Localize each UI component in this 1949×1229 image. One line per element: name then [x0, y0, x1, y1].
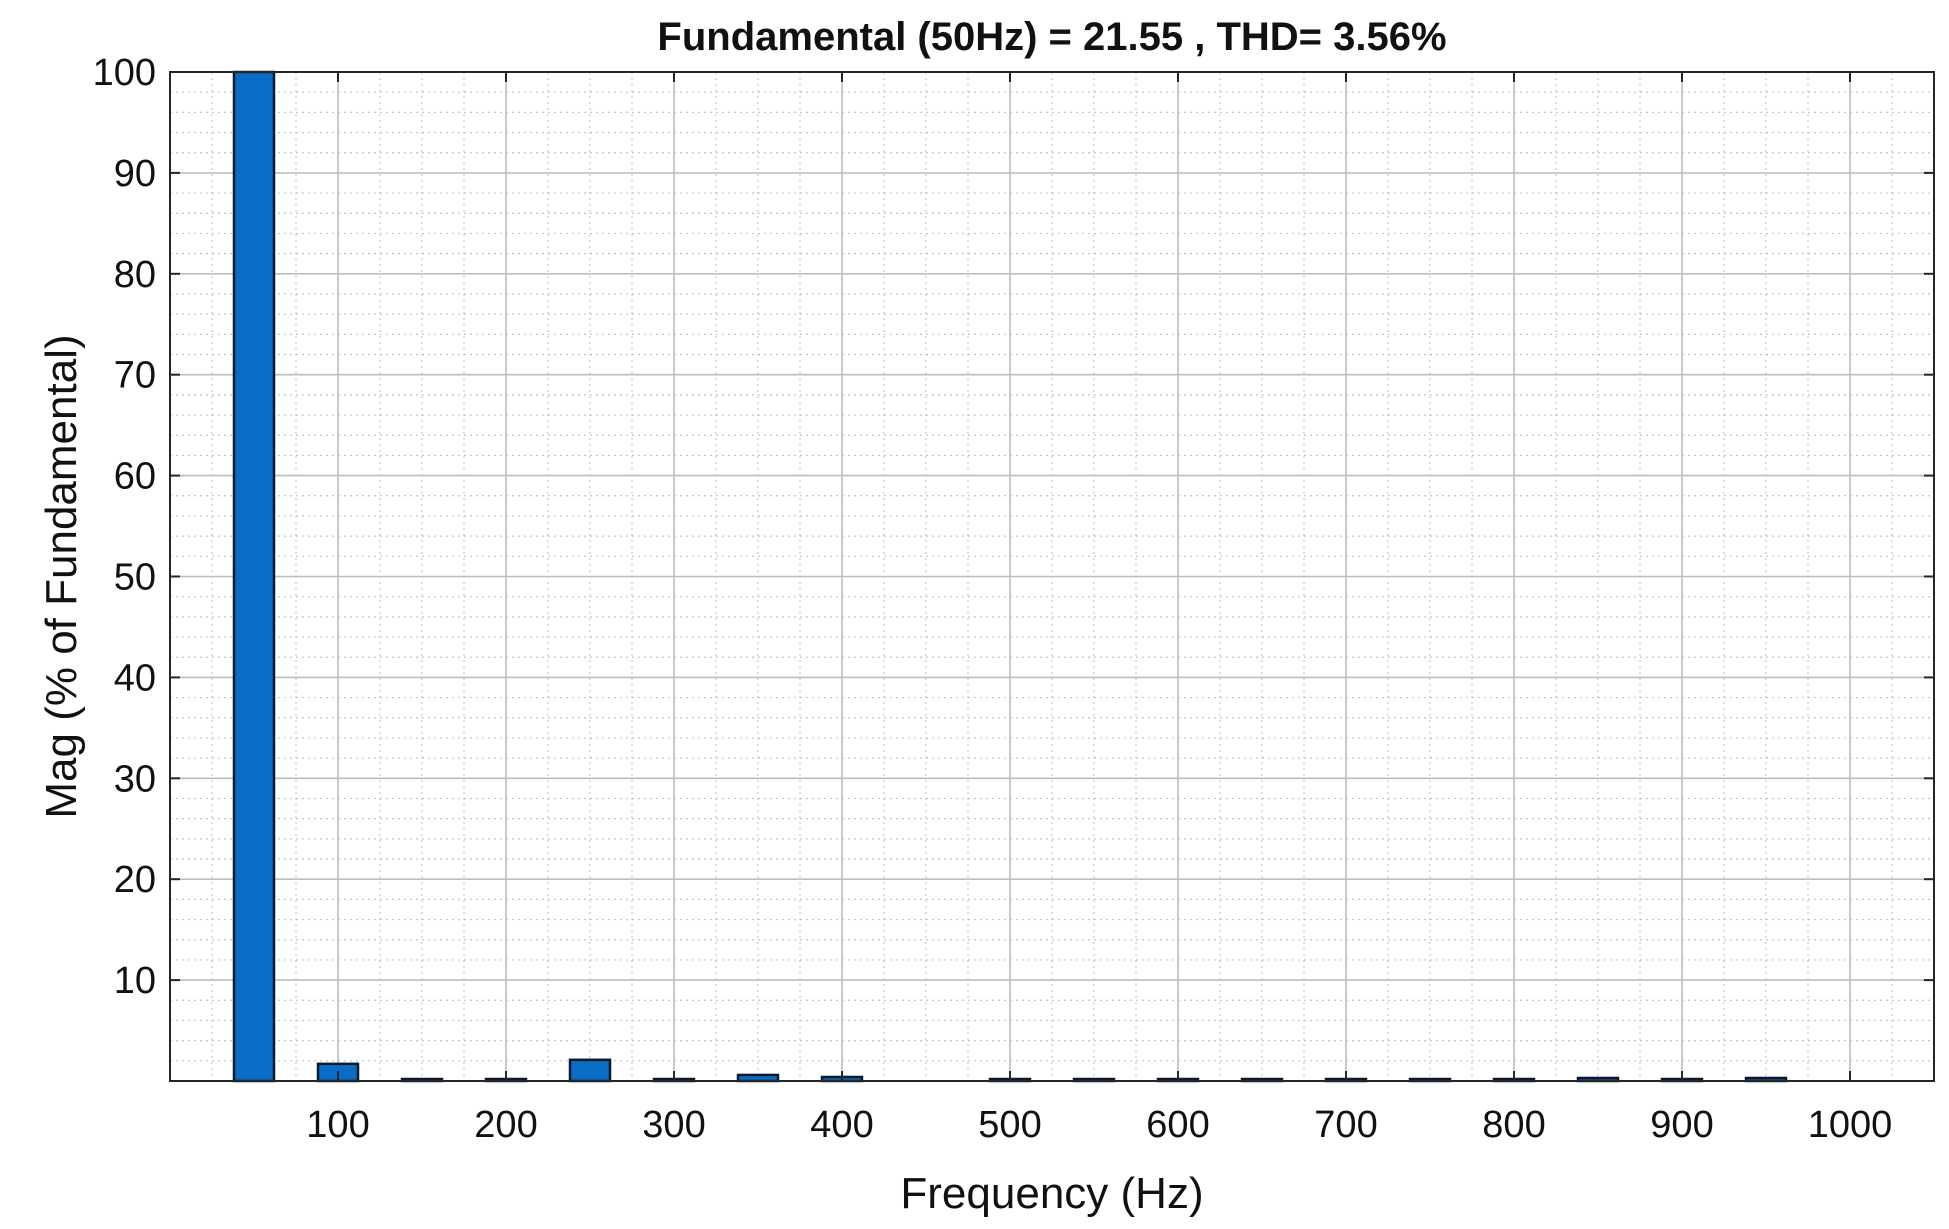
x-tick-label: 900: [1650, 1104, 1713, 1146]
bar-50hz: [232, 70, 276, 1083]
y-axis-ticks: 10 20 30 40 50 60 70 80 90 100: [93, 52, 1934, 1002]
x-tick-label: 500: [978, 1104, 1041, 1146]
y-tick-label: 60: [114, 456, 156, 498]
bar-250hz: [568, 1058, 612, 1083]
x-tick-label: 1000: [1808, 1104, 1893, 1146]
x-tick-label: 800: [1482, 1104, 1545, 1146]
y-tick-label: 20: [114, 859, 156, 901]
y-tick-label: 90: [114, 153, 156, 195]
x-tick-label: 100: [306, 1104, 369, 1146]
y-tick-label: 100: [93, 52, 156, 94]
x-tick-label: 300: [642, 1104, 705, 1146]
x-tick-label: 400: [810, 1104, 873, 1146]
chart-title: Fundamental (50Hz) = 21.55 , THD= 3.56%: [657, 15, 1446, 59]
y-tick-label: 80: [114, 254, 156, 296]
y-tick-label: 40: [114, 657, 156, 699]
x-tick-label: 700: [1314, 1104, 1377, 1146]
y-tick-label: 30: [114, 758, 156, 800]
x-tick-label: 600: [1146, 1104, 1209, 1146]
y-tick-label: 10: [114, 960, 156, 1002]
x-axis-title: Frequency (Hz): [900, 1169, 1203, 1218]
y-tick-label: 50: [114, 557, 156, 599]
y-tick-label: 70: [114, 355, 156, 397]
x-axis-ticks: 100 200 300 400 500 600 700 800 900 1000: [306, 72, 1892, 1146]
x-tick-label: 200: [474, 1104, 537, 1146]
y-axis-title: Mag (% of Fundamental): [37, 334, 86, 818]
